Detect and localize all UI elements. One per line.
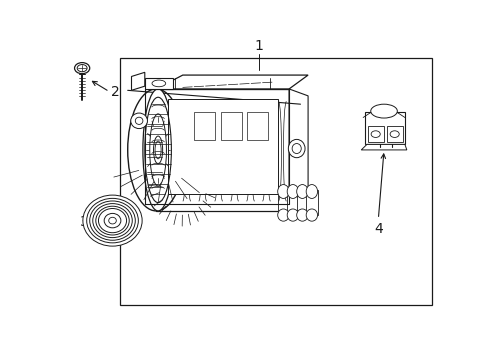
Bar <box>387 126 403 141</box>
Text: 4: 4 <box>374 222 383 236</box>
Polygon shape <box>156 89 289 211</box>
Bar <box>306 190 318 215</box>
Bar <box>287 190 298 215</box>
Ellipse shape <box>278 185 289 198</box>
Ellipse shape <box>288 139 305 158</box>
Ellipse shape <box>297 185 308 198</box>
Ellipse shape <box>74 63 90 74</box>
Polygon shape <box>145 78 173 89</box>
Ellipse shape <box>87 198 138 243</box>
Ellipse shape <box>292 144 301 153</box>
Polygon shape <box>156 75 308 89</box>
Bar <box>365 112 405 144</box>
Bar <box>247 112 268 140</box>
Ellipse shape <box>96 206 129 235</box>
Polygon shape <box>361 144 407 150</box>
Bar <box>297 190 308 215</box>
Bar <box>168 99 278 194</box>
Ellipse shape <box>98 208 126 233</box>
Ellipse shape <box>287 185 298 198</box>
Ellipse shape <box>143 89 173 211</box>
Text: 3: 3 <box>79 215 88 229</box>
Ellipse shape <box>371 104 397 118</box>
Bar <box>278 190 289 215</box>
Ellipse shape <box>306 209 318 221</box>
Ellipse shape <box>278 209 289 221</box>
Ellipse shape <box>306 185 318 198</box>
Ellipse shape <box>104 213 121 228</box>
Ellipse shape <box>90 201 135 240</box>
Bar <box>194 112 215 140</box>
Ellipse shape <box>131 113 147 129</box>
Bar <box>220 112 242 140</box>
Bar <box>368 126 384 141</box>
Ellipse shape <box>128 89 185 211</box>
Polygon shape <box>131 72 145 90</box>
Text: 1: 1 <box>254 39 263 53</box>
Ellipse shape <box>287 209 298 221</box>
Ellipse shape <box>93 204 132 238</box>
Ellipse shape <box>83 195 142 246</box>
Polygon shape <box>289 89 308 211</box>
Text: 2: 2 <box>111 85 120 99</box>
Ellipse shape <box>297 209 308 221</box>
Bar <box>120 58 432 305</box>
